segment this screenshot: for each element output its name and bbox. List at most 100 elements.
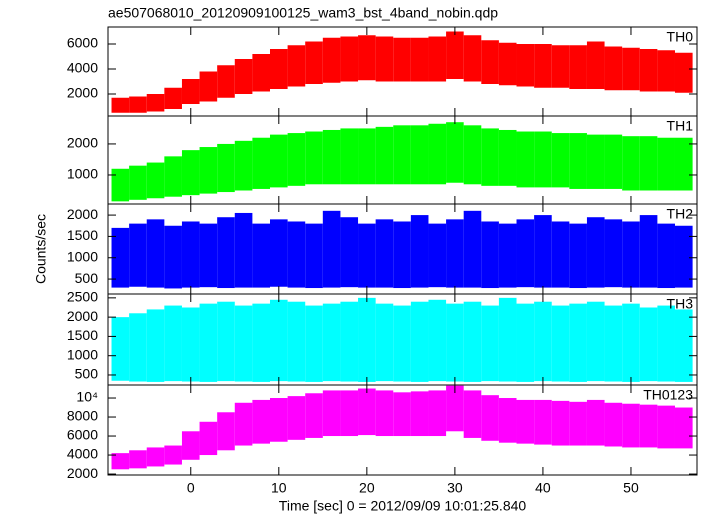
range-bar: [657, 50, 675, 92]
y-tick-label: 2000: [67, 206, 98, 222]
range-bar: [111, 453, 130, 470]
y-tick-label: 2000: [67, 465, 98, 481]
range-bar: [146, 162, 165, 199]
x-tick-label: 0: [187, 480, 195, 496]
range-bar: [569, 45, 587, 89]
range-bar: [393, 392, 411, 437]
range-bar: [375, 219, 394, 288]
x-tick-label: 10: [271, 480, 287, 496]
y-tick-label: 2000: [67, 308, 98, 324]
y-tick-label: 6000: [67, 35, 98, 51]
range-bar: [586, 301, 605, 382]
range-bar: [674, 309, 693, 382]
y-axis-label: Counts/sec: [33, 214, 49, 284]
range-bar: [129, 96, 147, 113]
range-bar: [217, 143, 235, 193]
range-bar: [657, 305, 675, 382]
range-bar: [534, 301, 552, 382]
range-bar: [287, 221, 306, 288]
range-bar: [410, 391, 429, 437]
range-bar: [639, 307, 658, 382]
range-bar: [111, 168, 130, 202]
range-bar: [498, 398, 517, 443]
range-bar: [375, 126, 394, 185]
range-bar: [234, 59, 253, 94]
range-bar: [164, 87, 182, 109]
range-bar: [322, 37, 341, 83]
range-bar: [586, 41, 605, 89]
range-bar: [252, 137, 270, 189]
range-bar: [358, 35, 376, 81]
range-bar: [534, 399, 552, 445]
y-tick-label: 2000: [67, 135, 98, 151]
series-label: TH3: [667, 296, 694, 312]
range-bar: [674, 137, 693, 191]
range-bar: [164, 156, 182, 197]
range-bar: [129, 165, 147, 200]
y-tick-label: 1500: [67, 227, 98, 243]
range-bar: [269, 134, 288, 188]
range-bar: [181, 150, 200, 196]
range-bar: [516, 219, 535, 288]
range-bar: [217, 301, 235, 382]
range-bar: [516, 44, 535, 87]
range-bar: [604, 402, 623, 447]
range-bar: [164, 225, 182, 289]
range-bar: [481, 395, 499, 441]
range-bar: [146, 447, 165, 467]
range-bar: [322, 303, 341, 382]
range-bar: [622, 403, 640, 448]
range-bar: [446, 31, 464, 79]
range-bar: [393, 221, 411, 289]
range-bar: [639, 49, 658, 92]
range-bar: [622, 303, 640, 382]
y-tick-label: 1500: [67, 327, 98, 343]
range-bar: [674, 225, 693, 288]
range-bar: [516, 131, 535, 188]
range-bar: [446, 122, 464, 183]
range-bar: [199, 303, 218, 382]
range-bar: [199, 147, 218, 194]
range-bar: [657, 223, 675, 289]
y-tick-label: 6000: [67, 427, 98, 443]
range-bar: [622, 47, 640, 91]
range-bar: [410, 215, 429, 288]
range-bar: [657, 405, 675, 449]
range-bar: [551, 45, 570, 88]
range-bar: [181, 431, 200, 460]
range-bar: [516, 399, 535, 444]
series-label: TH1: [667, 118, 694, 134]
chart-title: ae507068010_20120909100125_wam3_bst_4ban…: [108, 5, 498, 21]
range-bar: [498, 223, 517, 288]
range-bar: [569, 401, 587, 446]
range-bar: [674, 407, 693, 449]
range-bar: [639, 136, 658, 191]
y-tick-label: 2000: [67, 85, 98, 101]
range-bar: [393, 305, 411, 382]
range-bar: [551, 133, 570, 188]
y-tick-label: 1000: [67, 166, 98, 182]
range-bar: [428, 123, 447, 185]
range-bar: [234, 305, 253, 382]
range-bar: [146, 94, 165, 112]
range-bar: [551, 400, 570, 446]
range-bar: [393, 37, 411, 82]
range-bar: [252, 399, 270, 444]
range-bar: [569, 133, 587, 189]
range-bar: [322, 129, 341, 185]
range-bar: [217, 412, 235, 451]
range-bar: [463, 301, 482, 382]
x-tick-label: 40: [535, 480, 551, 496]
series-label: TH0123: [643, 387, 693, 403]
range-bar: [446, 385, 464, 432]
range-bar: [252, 54, 270, 92]
range-bar: [340, 36, 359, 82]
range-bar: [481, 40, 499, 84]
range-bar: [481, 305, 499, 382]
range-bar: [375, 36, 394, 82]
range-bar: [287, 133, 306, 186]
y-tick-label: 500: [75, 366, 99, 382]
series-label: TH0: [667, 29, 694, 45]
range-bar: [498, 42, 517, 86]
